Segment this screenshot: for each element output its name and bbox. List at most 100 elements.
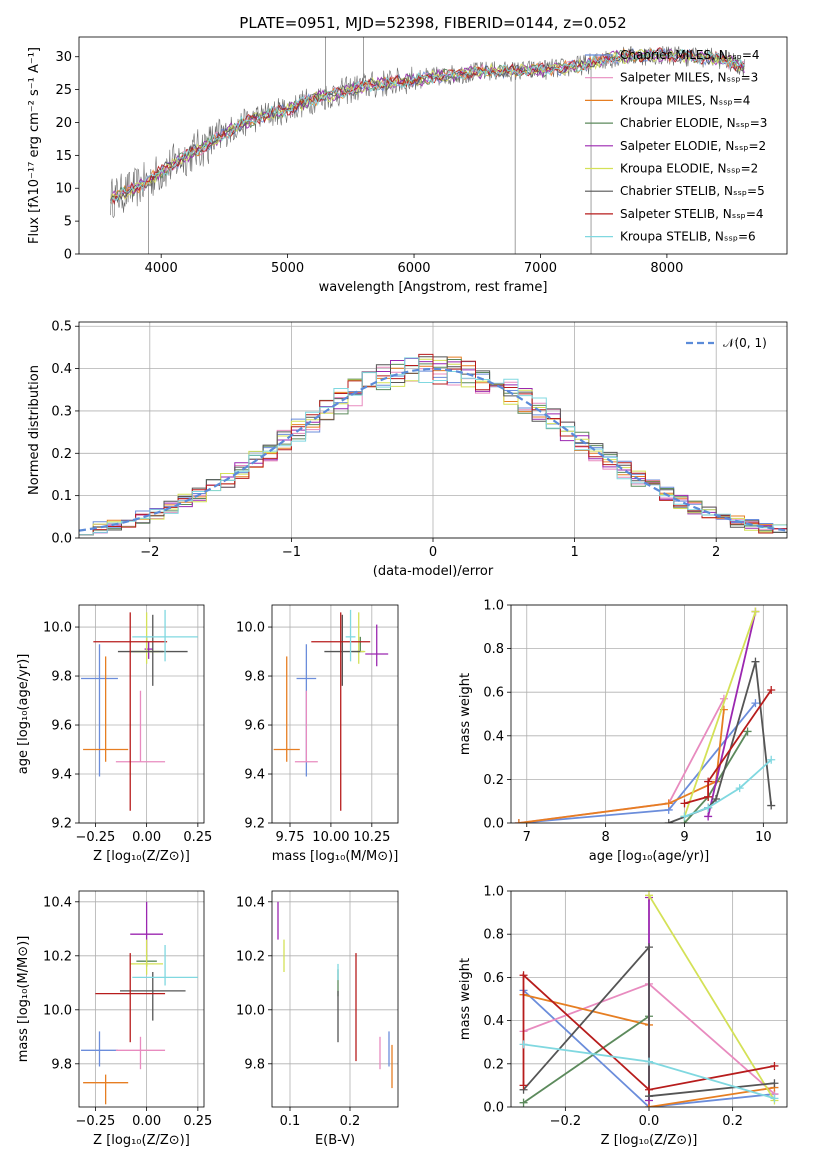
model-line-chabrier_miles — [110, 47, 745, 203]
panel-mass_vs_ebv: 0.1 0.2 9.8 10.0 10.2 10.4 E(B-V) — [236, 890, 399, 1148]
x-tick-label: 0.2 — [340, 1114, 361, 1129]
weight-marker-chabrier_stelib — [664, 819, 673, 823]
weight-marker-chabrier_stelib — [751, 657, 760, 666]
plot-area — [81, 609, 198, 811]
x-tick-label: 0.00 — [132, 1114, 161, 1129]
model-line-kroupa_stelib — [110, 48, 745, 206]
y-tick-label: 9.4 — [244, 768, 265, 783]
weight-marker-kroupa_stelib — [645, 1057, 653, 1066]
y-tick-label: 0.8 — [483, 928, 504, 943]
plot-area — [81, 901, 198, 1105]
x-tick-label: 8000 — [650, 261, 683, 276]
x-axis-label: age [log₁₀(age/yr)] — [589, 849, 710, 864]
axes-frame — [510, 890, 788, 1108]
panel-age_vs_mass: 9.75 10.00 10.25 9.2 9.4 9.6 9.8 10.0 mass [log₁… — [236, 604, 399, 864]
errorbar-point-kroupa_elodie — [134, 612, 159, 664]
weight-line-kroupa_elodie — [683, 611, 757, 817]
weight-marker-chabrier_stelib — [767, 801, 776, 810]
errorbar-point-chabrier_elodie — [357, 636, 364, 653]
weight-marker-kroupa_elodie — [751, 607, 760, 616]
errorbar-point-chabrier_stelib — [324, 614, 361, 686]
x-tick-label: 0.25 — [183, 1114, 212, 1129]
y-tick-label: 0.0 — [483, 1101, 504, 1116]
x-tick-label: 7 — [523, 830, 531, 845]
legend-label-kroupa_miles: Kroupa MILES, Nₛₛₚ=4 — [620, 93, 750, 107]
y-tick-label: 0.4 — [483, 729, 504, 744]
x-axis-label: Z [log₁₀(Z/Z⊙)] — [601, 1133, 698, 1148]
chart-title: PLATE=0951, MJD=52398, FIBERID=0144, z=0… — [239, 14, 626, 32]
weight-marker-kroupa_stelib — [767, 755, 776, 764]
histogram-salpeter_stelib — [79, 353, 787, 536]
x-tick-label: 0.2 — [722, 1114, 743, 1129]
legend-label-normal: 𝒩(0, 1) — [723, 336, 767, 350]
plot-area — [514, 607, 776, 823]
panel-age_vs_Z: −0.25 0.00 0.25 9.2 9.4 9.6 9.8 10.0 Z [log₁₀(Z/… — [16, 604, 212, 864]
weight-marker-salpeter_stelib — [770, 1061, 779, 1070]
weight-line-salpeter_miles — [518, 698, 725, 823]
legend-label-salpeter_miles: Salpeter MILES, Nₛₛₚ=3 — [620, 71, 758, 85]
x-tick-label: 8 — [601, 830, 609, 845]
plot-area — [277, 901, 393, 1089]
y-tick-label: 9.8 — [244, 1057, 265, 1072]
weight-line-kroupa_miles — [518, 709, 725, 823]
y-tick-label: 0.6 — [483, 971, 504, 986]
errorbar-point-salpeter_elodie — [365, 624, 389, 667]
legend-label-kroupa_stelib: Kroupa STELIB, Nₛₛₚ=6 — [620, 230, 756, 244]
axes-frame — [78, 321, 788, 539]
weight-marker-kroupa_miles — [514, 819, 523, 823]
weight-line-salpeter_stelib — [684, 689, 772, 805]
x-axis-label: Z [log₁₀(Z/Z⊙)] — [93, 849, 190, 864]
x-tick-label: 10 — [755, 830, 772, 845]
y-tick-label: 0.0 — [483, 817, 504, 832]
y-tick-label: 0.3 — [51, 404, 72, 419]
weight-marker-chabrier_stelib — [712, 795, 721, 804]
errorbar-point-salpeter_elodie — [144, 641, 153, 659]
panel-residuals: −2 −1 0 1 2 0.0 0.1 0.2 0.3 0.4 0.5 (data-model)/er… — [27, 320, 788, 579]
axes-frame — [271, 890, 399, 1108]
y-axis-label: Flux [fλ10⁻¹⁷ erg cm⁻² s⁻¹ A⁻¹] — [27, 47, 42, 244]
x-tick-label: 4000 — [145, 261, 178, 276]
weight-line-chabrier_elodie — [522, 1015, 650, 1104]
weight-line-chabrier_stelib — [522, 944, 775, 1098]
y-axis-label: mass [log₁₀(M/M⊙)] — [16, 936, 31, 1063]
x-tick-label: 10.25 — [353, 830, 390, 845]
errorbar-point-chabrier_miles — [81, 1031, 118, 1067]
legend-label-kroupa_elodie: Kroupa ELODIE, Nₛₛₚ=2 — [620, 162, 758, 176]
plot-area — [519, 891, 779, 1107]
x-tick-label: 0.1 — [280, 1114, 301, 1129]
y-tick-label: 9.8 — [51, 670, 72, 685]
y-axis-label: mass weight — [458, 673, 473, 755]
errorbar-point-salpeter_miles — [294, 690, 318, 763]
errorbar-point-salpeter_stelib — [95, 953, 166, 1043]
x-tick-label: −0.2 — [550, 1114, 582, 1129]
y-tick-label: 10 — [55, 182, 72, 197]
panel-weight_vs_Z: −0.2 0.0 0.2 0.0 0.2 0.4 0.6 0.8 1.0 Z [log₁₀(Z/Z… — [458, 885, 788, 1148]
weight-marker-kroupa_stelib — [680, 812, 689, 821]
legend-label-salpeter_stelib: Salpeter STELIB, Nₛₛₚ=4 — [620, 207, 764, 221]
weight-line-chabrier_miles — [522, 989, 775, 1107]
y-tick-label: 10.4 — [43, 895, 72, 910]
plot-area — [110, 37, 746, 254]
y-tick-label: 25 — [55, 83, 72, 98]
y-axis-label: Normed distribution — [27, 365, 42, 495]
weight-marker-chabrier_elodie — [519, 1098, 528, 1107]
plot-area — [273, 609, 389, 811]
errorbar-point-kroupa_miles — [273, 656, 300, 762]
errorbar-point-chabrier_stelib — [119, 972, 186, 1021]
legend-label-chabrier_elodie: Chabrier ELODIE, Nₛₛₚ=3 — [620, 116, 767, 130]
x-tick-label: 0.25 — [183, 830, 212, 845]
y-tick-label: 10.0 — [236, 1003, 265, 1018]
normal-curve — [79, 367, 787, 532]
x-tick-label: 1 — [570, 545, 578, 560]
y-tick-label: 0.4 — [483, 1014, 504, 1029]
errorbar-point-kroupa_miles — [83, 1074, 129, 1105]
axes-frame — [78, 890, 205, 1108]
x-tick-label: 9 — [680, 830, 688, 845]
weight-marker-salpeter_stelib — [767, 686, 776, 695]
y-tick-label: 9.4 — [51, 768, 72, 783]
y-tick-label: 9.6 — [244, 719, 265, 734]
weight-marker-salpeter_stelib — [704, 777, 713, 786]
x-axis-label: wavelength [Angstrom, rest frame] — [319, 280, 548, 295]
weight-line-salpeter_elodie — [707, 611, 757, 817]
